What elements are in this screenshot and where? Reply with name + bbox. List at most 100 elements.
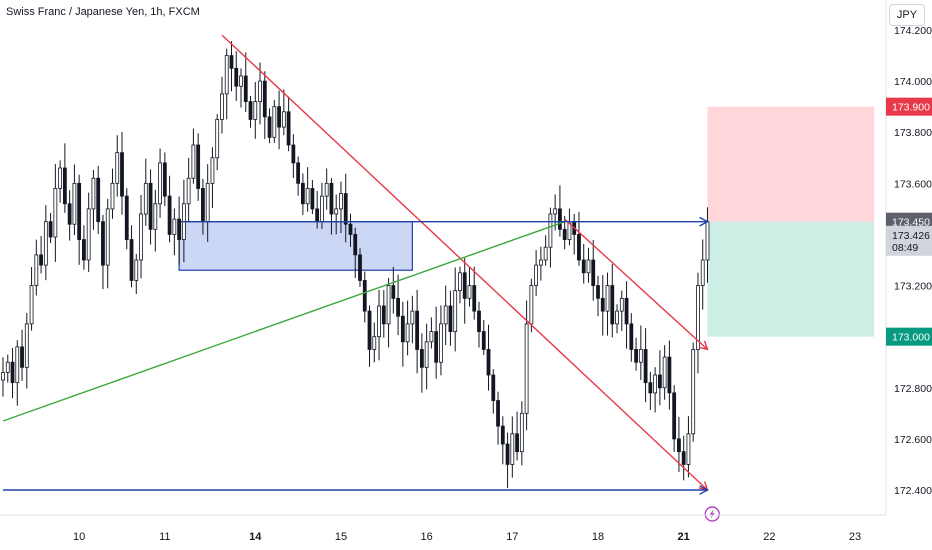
candle-body <box>39 254 43 266</box>
candle <box>491 369 496 414</box>
candle <box>577 211 581 266</box>
currency-button[interactable]: JPY <box>889 4 925 26</box>
candle-body <box>129 239 134 281</box>
candle-body <box>324 182 329 197</box>
candle-body <box>505 443 510 465</box>
candle <box>586 247 591 283</box>
candle-body <box>172 218 177 235</box>
price-tag-label: 173.426 <box>892 230 930 242</box>
candle-body <box>48 221 53 238</box>
candle <box>143 158 148 226</box>
price-tag-time: 08:49 <box>892 242 918 254</box>
candle <box>343 173 348 243</box>
candle-body <box>53 188 58 238</box>
candle <box>462 258 467 324</box>
price-tag-target: 173.000 <box>886 327 932 346</box>
candle <box>1 357 5 397</box>
x-tick-label: 11 <box>159 531 170 543</box>
candle-body <box>700 259 705 286</box>
candle <box>134 253 139 294</box>
candle-body <box>619 297 624 312</box>
red-channel-line <box>564 218 708 350</box>
candle-body <box>424 341 429 368</box>
candle-body <box>443 305 448 325</box>
candle <box>210 147 215 208</box>
candle <box>196 133 201 201</box>
candle <box>386 277 391 348</box>
candle <box>162 152 167 207</box>
candle <box>305 167 310 212</box>
candle <box>429 317 434 349</box>
candle-body <box>296 162 301 184</box>
candle-body <box>705 221 710 261</box>
x-tick-label: 21 <box>678 531 690 543</box>
candle <box>653 367 658 413</box>
candle-body <box>624 297 629 325</box>
candle <box>39 236 43 274</box>
candle-body <box>77 182 82 240</box>
candle <box>534 250 539 296</box>
candle <box>396 274 400 336</box>
candle <box>443 285 448 345</box>
candle <box>510 416 515 478</box>
candle-body <box>139 213 143 261</box>
candle-body <box>596 285 600 299</box>
y-tick-label: 172.400 <box>894 485 932 497</box>
candle <box>634 337 638 371</box>
y-tick-label: 173.800 <box>894 127 932 139</box>
candle-body <box>667 356 672 394</box>
candle-body <box>253 101 258 120</box>
candle-body <box>358 254 362 281</box>
candle <box>62 143 67 213</box>
x-tick-label: 17 <box>506 531 518 543</box>
candle <box>67 190 72 241</box>
candle <box>191 128 196 184</box>
candle-body <box>162 162 167 197</box>
candle-body <box>657 374 662 389</box>
y-tick-label: 174.000 <box>894 76 932 88</box>
candle <box>610 264 615 338</box>
candle <box>167 175 172 243</box>
candle <box>515 411 519 461</box>
candle <box>591 239 596 301</box>
price-tag-stop: 173.900 <box>886 97 932 116</box>
candle-body <box>15 346 20 384</box>
candle-body <box>177 218 182 240</box>
candle-body <box>120 152 124 197</box>
candle <box>96 165 101 234</box>
candle-body <box>239 75 243 87</box>
candle <box>186 157 191 222</box>
candle-body <box>72 182 77 225</box>
candle <box>605 272 610 336</box>
candle <box>29 267 34 331</box>
candle <box>381 290 386 338</box>
y-tick-label: 174.200 <box>894 25 932 37</box>
take-profit-box <box>707 221 875 337</box>
candle <box>648 371 653 410</box>
candle <box>362 271 367 323</box>
candle <box>643 328 648 403</box>
x-tick-label: 22 <box>763 531 775 543</box>
candle-body <box>686 433 691 465</box>
candle <box>477 301 481 348</box>
candle <box>10 348 15 399</box>
candle <box>419 333 424 393</box>
candle-body <box>662 356 667 389</box>
candle-body <box>343 193 348 225</box>
candle-body <box>472 285 477 312</box>
candle <box>657 350 662 406</box>
candle <box>481 320 486 355</box>
candle <box>405 300 410 356</box>
lightning-icon <box>709 509 715 519</box>
candle <box>619 290 624 332</box>
candle-body <box>634 349 638 363</box>
candle-body <box>353 234 358 256</box>
candle-body <box>410 310 415 325</box>
candle-body <box>339 193 343 210</box>
candle <box>148 169 153 245</box>
candle <box>567 208 572 246</box>
candle <box>600 275 605 336</box>
candle-body <box>491 374 496 401</box>
